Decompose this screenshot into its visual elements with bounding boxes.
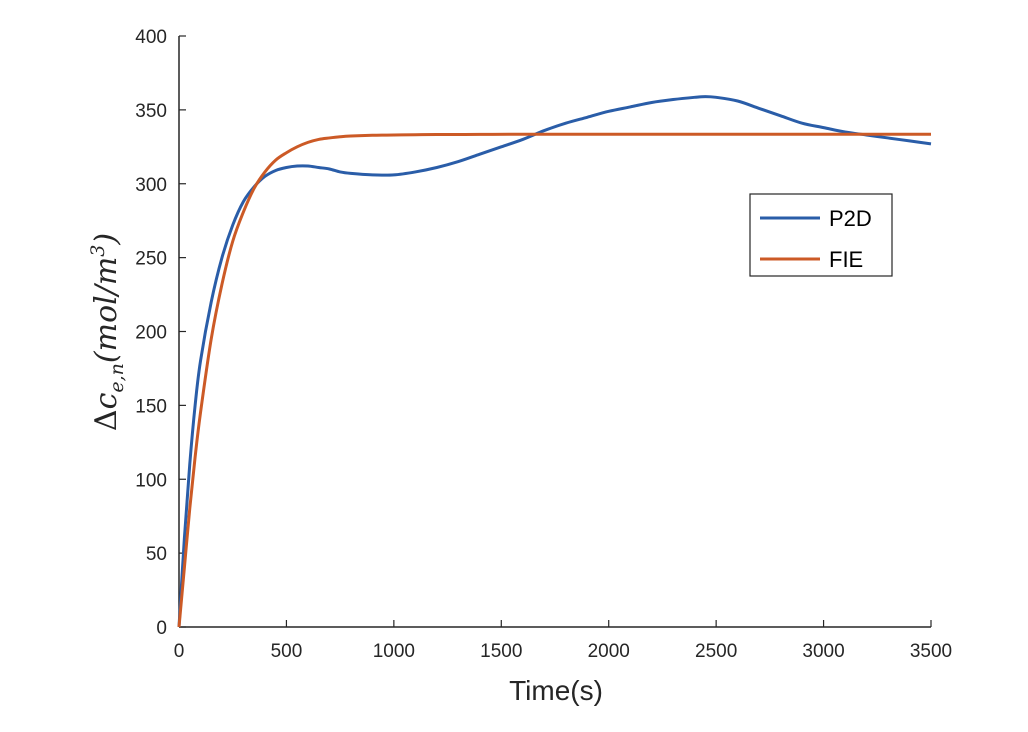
legend-box xyxy=(749,193,893,277)
y-axis-title-subscript: e,n xyxy=(106,363,128,393)
y-axis-title: Δce,n(mol/m3) xyxy=(87,233,128,431)
y-axis-title-superscript: 3 xyxy=(87,245,109,257)
y-axis-title-symbol: c xyxy=(89,392,124,409)
x-axis-title: Time(s) xyxy=(509,675,603,706)
y-tick-label: 50 xyxy=(146,544,167,565)
x-tick-label: 1000 xyxy=(373,641,415,662)
y-tick-label: 300 xyxy=(135,175,167,196)
y-axis-title-unit: (mol/m xyxy=(89,257,124,363)
legend: P2D FIE xyxy=(749,193,893,277)
x-tick-label: 3000 xyxy=(802,641,844,662)
plot-area: 0 500 1000 1500 2000 2500 3000 3500 0 50 100 150 20… xyxy=(135,27,952,662)
y-tick-label: 0 xyxy=(156,618,167,639)
series-line-p2d xyxy=(177,95,932,628)
y-tick-label: 250 xyxy=(135,249,167,270)
x-tick-label: 2500 xyxy=(695,641,737,662)
y-tick-label: 350 xyxy=(135,101,167,122)
y-axis-title-delta: Δ xyxy=(89,409,124,431)
series-lines xyxy=(177,95,932,628)
x-tick-label: 3500 xyxy=(910,641,952,662)
x-axis-ticks: 0 500 1000 1500 2000 2500 3000 3500 xyxy=(174,620,952,662)
x-tick-label: 500 xyxy=(271,641,303,662)
x-tick-label: 1500 xyxy=(480,641,522,662)
x-tick-label: 2000 xyxy=(588,641,630,662)
y-tick-label: 200 xyxy=(135,323,167,344)
legend-label-p2d: P2D xyxy=(829,206,872,231)
y-axis-title-close: ) xyxy=(89,233,124,246)
series-line-fie xyxy=(177,132,931,628)
y-tick-label: 400 xyxy=(135,27,167,48)
y-tick-label: 150 xyxy=(135,396,167,417)
legend-label-fie: FIE xyxy=(829,247,863,272)
x-tick-label: 0 xyxy=(174,641,185,662)
y-tick-label: 100 xyxy=(135,470,167,491)
y-axis-ticks: 0 50 100 150 200 250 300 350 400 xyxy=(135,27,186,639)
